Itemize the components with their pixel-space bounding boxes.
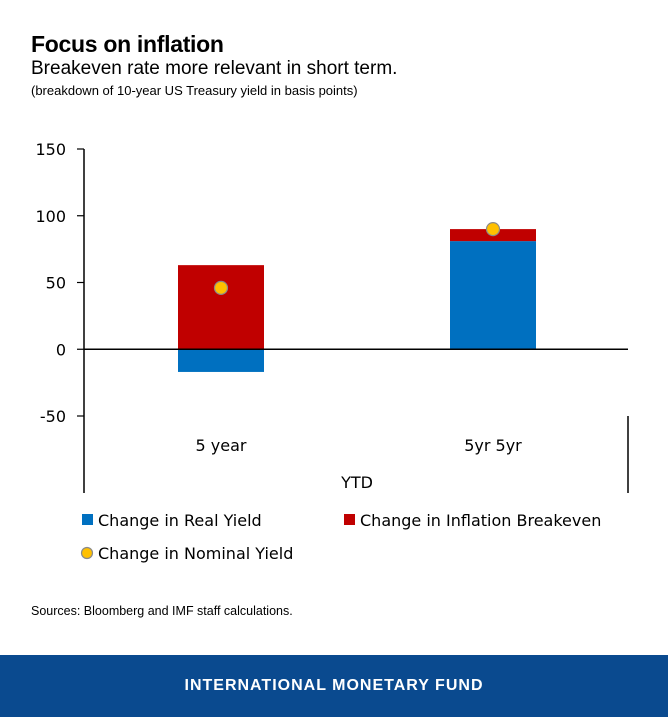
y-tick-label: 150 [35,140,66,159]
footer-banner: INTERNATIONAL MONETARY FUND [0,655,668,717]
legend-swatch-change-in-inflation-breakeven [344,514,355,525]
chart-note: (breakdown of 10-year US Treasury yield … [31,83,358,98]
chart: 150 100 50 0 -50 5 year 5yr 5yr YTD Change in Re… [35,140,629,563]
y-tick-label: 0 [56,340,66,359]
legend-label-change-in-nominal-yield: Change in Nominal Yield [98,544,293,563]
footer-label: INTERNATIONAL MONETARY FUND [184,677,484,694]
bar-change-in-inflation-breakeven-0 [178,265,264,350]
nominal-yield-marker [213,280,229,295]
y-tick-label: 50 [46,274,66,293]
y-tick-label: -50 [40,407,66,426]
x-axis-title: YTD [340,473,373,492]
bar-change-in-real-yield-0 [178,349,264,372]
y-tick-label: 100 [35,207,66,226]
bar-change-in-real-yield-1 [450,241,536,350]
x-category-label: 5 year [196,436,247,455]
legend-label-change-in-inflation-breakeven: Change in Inflation Breakeven [360,511,601,530]
legend-swatch-change-in-real-yield [82,514,93,525]
x-category-label: 5yr 5yr [464,436,522,455]
chart-subtitle: Breakeven rate more relevant in short te… [31,58,398,79]
chart-title: Focus on inflation [31,31,224,57]
nominal-yield-marker [485,221,501,237]
source-note: Sources: Bloomberg and IMF staff calcula… [31,604,293,618]
legend-label-change-in-real-yield: Change in Real Yield [98,511,262,530]
legend-swatch-change-in-nominal-yield [80,546,94,560]
